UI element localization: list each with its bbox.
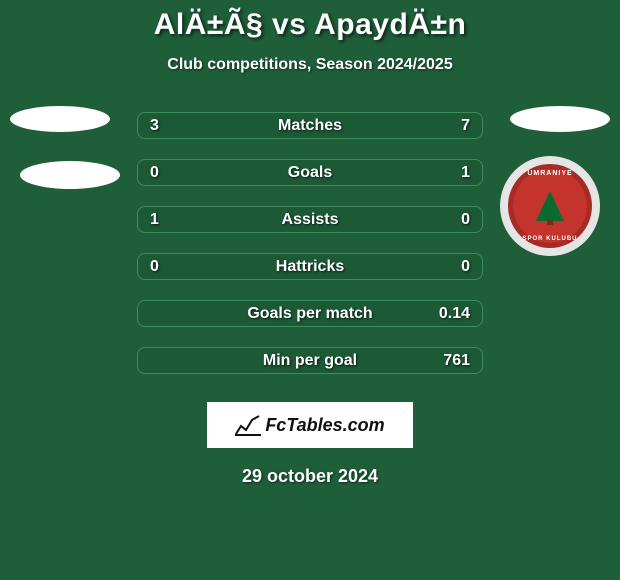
stat-row-hattricks: 0 Hattricks 0 — [137, 253, 483, 280]
page-title: AlÄ±Ã§ vs ApaydÄ±n — [154, 8, 467, 42]
stat-row-goals-per-match: Goals per match 0.14 — [137, 300, 483, 327]
stat-label: Goals per match — [247, 305, 372, 323]
right-player-badge-1 — [510, 106, 610, 132]
stat-right-value: 0 — [438, 258, 470, 276]
page-subtitle: Club competitions, Season 2024/2025 — [167, 56, 452, 74]
stat-label: Assists — [282, 211, 339, 229]
stat-left-value: 1 — [150, 211, 182, 229]
stat-right-value: 761 — [438, 352, 470, 370]
club-logo-inner: UMRANIYE SPOR KULUBU — [508, 164, 592, 248]
stat-row-assists: 1 Assists 0 — [137, 206, 483, 233]
left-player-badge-1 — [10, 106, 110, 132]
stat-right-value: 7 — [438, 117, 470, 135]
stat-row-min-per-goal: Min per goal 761 — [137, 347, 483, 374]
stat-label: Hattricks — [276, 258, 344, 276]
stat-label: Matches — [278, 117, 342, 135]
stat-left-value: 3 — [150, 117, 182, 135]
stat-right-value: 1 — [438, 164, 470, 182]
tree-icon — [536, 191, 564, 221]
date-text: 29 october 2024 — [242, 466, 378, 487]
stat-right-value: 0 — [438, 211, 470, 229]
right-club-logo: UMRANIYE SPOR KULUBU — [500, 156, 600, 256]
stat-right-value: 0.14 — [438, 305, 470, 323]
stats-area: UMRANIYE SPOR KULUBU 3 Matches 7 0 Goals… — [0, 112, 620, 374]
brand-chart-icon — [235, 414, 261, 436]
brand-text: FcTables.com — [265, 415, 384, 436]
club-logo-bottom-text: SPOR KULUBU — [522, 236, 577, 242]
stat-row-goals: 0 Goals 1 — [137, 159, 483, 186]
left-player-badge-2 — [20, 161, 120, 189]
brand-box[interactable]: FcTables.com — [207, 402, 413, 448]
stat-label: Goals — [288, 164, 332, 182]
stat-left-value: 0 — [150, 164, 182, 182]
stat-label: Min per goal — [263, 352, 357, 370]
stat-row-matches: 3 Matches 7 — [137, 112, 483, 139]
comparison-card: AlÄ±Ã§ vs ApaydÄ±n Club competitions, Se… — [0, 0, 620, 580]
stat-left-value: 0 — [150, 258, 182, 276]
stat-rows: 3 Matches 7 0 Goals 1 1 Assists 0 0 Hatt… — [137, 112, 483, 374]
club-logo-top-text: UMRANIYE — [527, 170, 572, 177]
